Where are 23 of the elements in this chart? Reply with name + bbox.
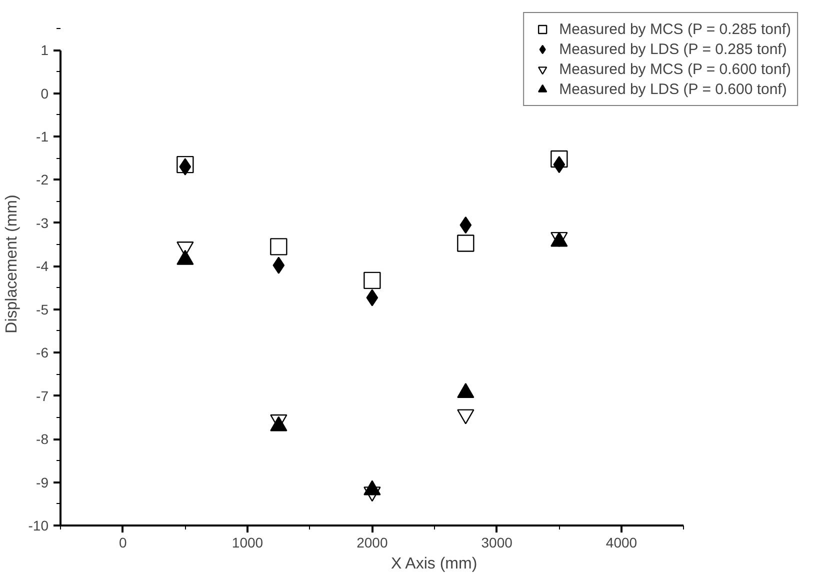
y-tick-label: -5 bbox=[36, 301, 49, 318]
x-tick-label: 1000 bbox=[232, 534, 264, 550]
legend-label: Measured by LDS (P = 0.285 tonf) bbox=[559, 40, 787, 58]
x-tick-label: 0 bbox=[118, 534, 127, 550]
x-tick-label: 2000 bbox=[356, 534, 388, 550]
y-axis-title: Displacement (mm) bbox=[3, 194, 20, 334]
y-tick-label: 0 bbox=[40, 85, 49, 102]
y-tick-label: -4 bbox=[36, 258, 49, 274]
y-tick-label: -9 bbox=[36, 474, 49, 490]
y-tick-label: 1 bbox=[40, 42, 49, 58]
y-tick-label: -6 bbox=[36, 344, 49, 361]
y-tick-label: -3 bbox=[36, 214, 49, 231]
y-tick-label: -10 bbox=[28, 518, 49, 534]
legend-label: Measured by MCS (P = 0.600 tonf) bbox=[559, 60, 791, 78]
x-axis-title: X Axis (mm) bbox=[390, 556, 478, 572]
y-tick-label: -2 bbox=[36, 172, 49, 188]
y-tick-label: -8 bbox=[36, 431, 49, 448]
x-tick-label: 4000 bbox=[606, 534, 638, 550]
y-tick-label: -1 bbox=[36, 128, 49, 144]
y-tick-label: -7 bbox=[36, 388, 49, 404]
x-tick-label: 3000 bbox=[481, 534, 513, 550]
legend-label: Measured by LDS (P = 0.600 tonf) bbox=[559, 80, 787, 98]
legend-label: Measured by MCS (P = 0.285 tonf) bbox=[559, 20, 791, 38]
